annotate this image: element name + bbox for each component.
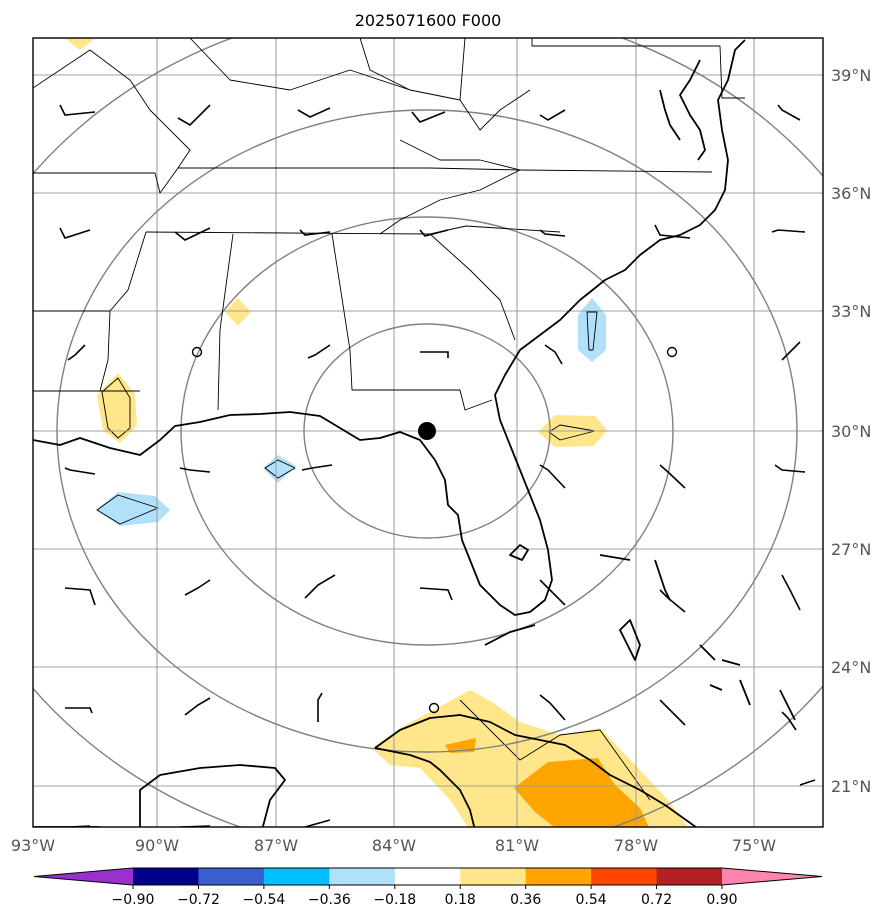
positive-contour-louisiana <box>97 373 137 443</box>
range-rings <box>33 38 823 827</box>
us-gulf-atlantic-coast <box>33 39 746 616</box>
positive-contour-top <box>64 38 96 50</box>
colorbar-segment <box>329 868 396 885</box>
coastlines <box>33 39 796 827</box>
colorbar-tick-label: 0.90 <box>706 892 737 908</box>
state-borders <box>33 38 745 411</box>
lat-tick-label: 24°N <box>831 658 871 677</box>
map-area <box>33 38 823 827</box>
colorbar-extend-min <box>34 868 133 885</box>
lon-tick-label: 90°W <box>135 836 179 855</box>
colorbar-tick-label: −0.90 <box>112 892 155 908</box>
colorbar-tick-label: 0.36 <box>510 892 541 908</box>
colorbar-tick-label: 0.54 <box>576 892 607 908</box>
negative-contour-gulf-mid <box>263 455 296 483</box>
calm-circle <box>666 346 678 358</box>
latitude-tick-labels: 39°N 36°N 33°N 30°N 27°N 24°N 21°N <box>831 66 871 796</box>
colorbar-segment <box>591 868 658 885</box>
colorbar-segment <box>525 868 592 885</box>
wind-barbs <box>59 104 816 827</box>
lon-tick-label: 93°W <box>11 836 55 855</box>
calm-wind-markers <box>191 346 678 714</box>
calm-circle <box>428 702 440 714</box>
center-point-marker <box>418 422 436 440</box>
lat-tick-label: 27°N <box>831 540 871 559</box>
colorbar-tick-label: −0.54 <box>242 892 285 908</box>
negative-contour-gulf-west <box>96 492 170 526</box>
lon-tick-label: 81°W <box>495 836 539 855</box>
colorbar-segment <box>656 868 723 885</box>
colorbar-tick-label: −0.72 <box>177 892 220 908</box>
positive-contour-alabama <box>225 298 251 326</box>
colorbar-segment <box>198 868 265 885</box>
positive-contour-cuba <box>372 690 688 827</box>
lat-tick-label: 30°N <box>831 422 871 441</box>
map-frame <box>32 37 824 828</box>
cuba <box>374 714 698 827</box>
colorbar-segment <box>263 868 330 885</box>
colorbar: −0.90 −0.72 −0.54 −0.36 −0.18 0.18 0.36 0.54 0.7… <box>33 867 823 908</box>
colorbar-segment <box>394 868 461 885</box>
lon-tick-label: 75°W <box>732 836 776 855</box>
chart-title: 2025071600 F000 <box>355 11 502 30</box>
colorbar-segment <box>460 868 527 885</box>
negative-contour-atlantic <box>578 298 606 362</box>
lat-tick-label: 39°N <box>831 66 871 85</box>
bahamas <box>599 554 796 721</box>
positive-contour-cuba-orange <box>514 758 649 827</box>
lat-tick-label: 33°N <box>831 302 871 321</box>
lat-tick-label: 36°N <box>831 184 871 203</box>
colorbar-extend-max <box>722 868 822 885</box>
contour-lines <box>96 311 651 801</box>
colorbar-segment <box>133 868 199 885</box>
positive-contour-cuba-orange-small <box>445 738 476 753</box>
longitude-tick-labels: 93°W 90°W 87°W 84°W 81°W 78°W 75°W <box>11 836 776 855</box>
colorbar-tick-label: 0.18 <box>445 892 476 908</box>
colorbar-tick-label: −0.36 <box>308 892 351 908</box>
colorbar-tick-label: −0.18 <box>373 892 416 908</box>
colorbar-tick-label: 0.72 <box>641 892 672 908</box>
lon-tick-label: 84°W <box>372 836 416 855</box>
calm-circle <box>191 346 203 358</box>
yucatan <box>139 764 286 827</box>
contour-fills <box>64 38 688 827</box>
lon-gridlines <box>33 38 755 827</box>
lat-tick-label: 21°N <box>831 777 871 796</box>
lon-tick-label: 78°W <box>614 836 658 855</box>
lon-tick-label: 87°W <box>254 836 298 855</box>
